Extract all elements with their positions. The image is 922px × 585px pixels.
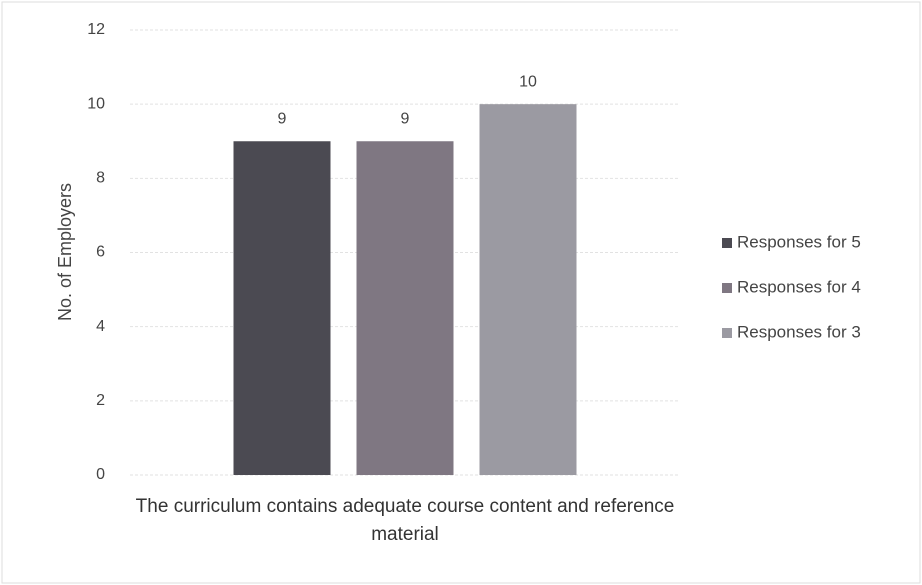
legend-label: Responses for 4: [737, 277, 861, 296]
y-tick-label: 6: [96, 244, 105, 261]
y-tick-label: 10: [87, 95, 105, 112]
bar: [356, 141, 454, 475]
y-tick-label: 0: [96, 466, 105, 483]
y-axis-label: No. of Employers: [55, 183, 75, 321]
y-tick-label: 2: [96, 392, 105, 409]
x-tick-label: The curriculum contains adequate course …: [135, 496, 675, 545]
bar: [233, 141, 331, 475]
legend-label: Responses for 3: [737, 322, 861, 341]
legend-swatch: [722, 328, 732, 338]
legend-swatch: [722, 238, 732, 248]
y-tick-label: 4: [96, 318, 105, 335]
legend-swatch: [722, 283, 732, 293]
value-label: 9: [401, 110, 410, 127]
value-label: 10: [519, 73, 537, 90]
y-tick-label: 12: [87, 21, 105, 38]
y-tick-label: 8: [96, 170, 105, 187]
bar: [479, 104, 577, 476]
value-label: 9: [278, 110, 287, 127]
legend-label: Responses for 5: [737, 232, 861, 251]
